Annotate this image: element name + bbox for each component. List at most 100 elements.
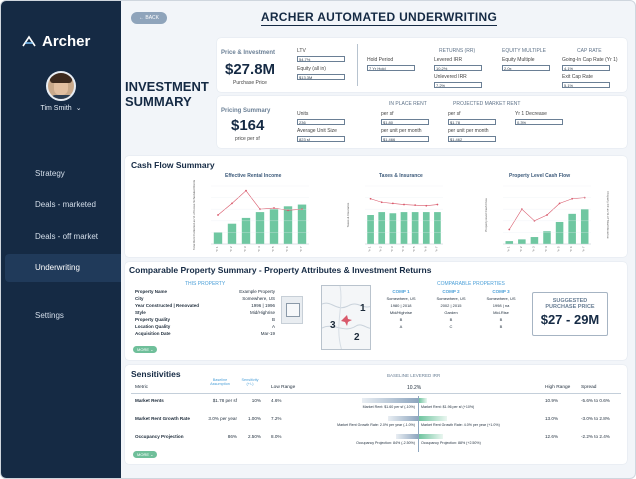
sensitivities-more-button[interactable]: MORE ⌄ [133,451,158,458]
x-tick-label: Yr 3 [390,246,394,252]
sensitivity-high: 12.6% [545,434,559,439]
bar [530,237,539,244]
sidebar-item-deals-marketed[interactable]: Deals - marketed [35,200,96,209]
line-point [436,203,439,206]
yr1-decrease-field[interactable]: 0.3% [515,119,563,125]
back-button[interactable]: ← BACK [131,12,168,24]
avg-unit-size-field[interactable]: 823 sf [297,136,345,142]
x-tick-label: Yr 2 [519,246,523,252]
line-point [414,204,417,207]
bar [297,204,307,244]
comparables-more-button[interactable]: MORE ⌄ [133,346,158,353]
hold-period-field[interactable]: 7 Yr Hold [367,65,415,71]
y2-axis-label: Property CF as % of Total Revenue [606,192,610,239]
archer-logo-icon [22,35,36,46]
x-tick-label: Yr 2 [379,246,383,252]
market-psf-field[interactable]: $1.78 [448,119,496,125]
sensitivity-metric: Market Rents [135,398,164,403]
downside-bar [396,434,418,439]
in-place-unit-label: per unit per month [381,128,422,134]
avatar[interactable] [46,71,76,101]
main-content: ← BACK ARCHER AUTOMATED UNDERWRITING INV… [121,1,635,478]
units-field[interactable]: 236 [297,119,345,125]
x-tick-label: Yr 1 [368,246,372,252]
bar [213,232,223,244]
x-tick-label: Yr 3 [531,246,535,252]
attribute-value: Mar-19 [260,331,275,336]
ltv-field[interactable]: 54.7% [297,56,345,62]
sensitivity-low: 8.0% [271,434,282,439]
levered-irr-field[interactable]: 10.2% [434,65,482,71]
comp-name[interactable]: COMP 1 [392,289,410,294]
exit-cap-field[interactable]: 5.1% [562,82,610,88]
x-tick-label: Yr 4 [544,246,548,252]
sensitivity-high: 13.0% [545,416,559,421]
line-point [273,207,275,209]
comp-value: Garden [444,310,458,315]
bar [580,209,589,244]
comp-name[interactable]: COMP 2 [442,289,460,294]
line-point [558,202,561,205]
comparables-card: Comparable Property Summary - Property A… [125,262,627,360]
comp-value: B [499,317,503,322]
x-tick-label: Yr 6 [423,246,427,252]
comps-map[interactable]: 1 2 3 [321,285,371,350]
in-place-psf-field[interactable]: $1.80 [381,119,429,125]
brand-logo[interactable]: Archer [21,33,90,50]
ltv-label: LTV [297,48,306,54]
line-point [217,214,219,216]
sensitivity-low: 4.6% [271,398,282,403]
chevron-down-icon: ⌄ [150,452,154,457]
chart-taxes-insurance: Taxes & Insurance Yr 1 Yr 2 Yr 3 Yr 4 Yr 5 Yr … [346,185,443,252]
upside-bar [419,434,443,439]
divider [357,44,358,86]
comp-value: Somewhere, US [436,296,466,301]
baseline-head: Baseline Assumption [210,378,230,386]
upside-caption: Occupancy Projection: 88% (+2.50%) [421,441,481,445]
sidebar-item-underwriting[interactable]: Underwriting [5,254,121,282]
line-point [245,189,247,192]
sensitivity-spread: -5.6% to 0.6% [581,398,610,403]
comp-value: 2002 | 2015 [440,303,462,308]
sensitivities-card: Sensitivities Baseline Assumption Sensit… [125,365,627,464]
unlevered-irr-field[interactable]: 7.2% [434,82,482,88]
user-menu[interactable]: Tim Smith ⌄ [1,104,121,112]
baseline-axis [418,396,419,452]
divider [131,393,621,394]
line-point [287,209,289,212]
comparables-title: Comparable Property Summary - Property A… [129,265,432,275]
downside-caption: Market Rent Growth Rate: 2.0% per year (… [337,423,415,427]
baseline-irr-head: BASELINE LEVERED IRR [387,373,441,378]
line-point [425,204,428,207]
subject-marker-icon [341,315,352,326]
sidebar-item-deals-off-market[interactable]: Deals - off market [35,232,98,241]
going-in-cap-field[interactable]: 4.1% [562,65,610,71]
going-in-cap-label: Going-In Cap Rate (Yr 1) [562,57,618,63]
equity-multiple-field[interactable]: 2.0x [502,65,550,71]
bar [283,206,293,244]
market-unit-field[interactable]: $1,462 [448,136,496,142]
bar [400,212,408,244]
yr1-decrease-label: Yr 1 Decrease [515,111,547,117]
attribute-value: B [271,317,275,322]
levered-irr-label: Levered IRR [434,57,463,63]
cap-rate-head: CAP RATE [577,48,602,54]
sensitivity-spread: -3.0% to 2.8% [581,416,610,421]
in-place-unit-field[interactable]: $1,466 [381,136,429,142]
attribute-label: Location Quality [135,324,171,329]
attribute-label: Acquisition Date [135,331,171,336]
sidebar-item-strategy[interactable]: Strategy [35,169,65,178]
property-thumbnail[interactable] [281,296,303,324]
downside-caption: Occupancy Projection: 84% (-2.50%) [356,441,415,445]
price-investment-label: Price & Investment [221,50,276,56]
in-place-psf-label: per sf [381,111,394,117]
bar [255,212,265,244]
equity-field[interactable]: $13.3M [297,74,345,80]
chart-title-cashflow: Property Level Cash Flow [509,173,571,179]
hold-period-label: Hold Period [367,57,394,63]
sidebar-item-settings[interactable]: Settings [35,311,64,320]
returns-head: RETURNS (RR) [439,48,476,54]
investment-summary-title: INVESTMENT SUMMARY [125,79,209,109]
comp-name[interactable]: COMP 3 [492,289,510,294]
upside-bar [419,416,447,421]
